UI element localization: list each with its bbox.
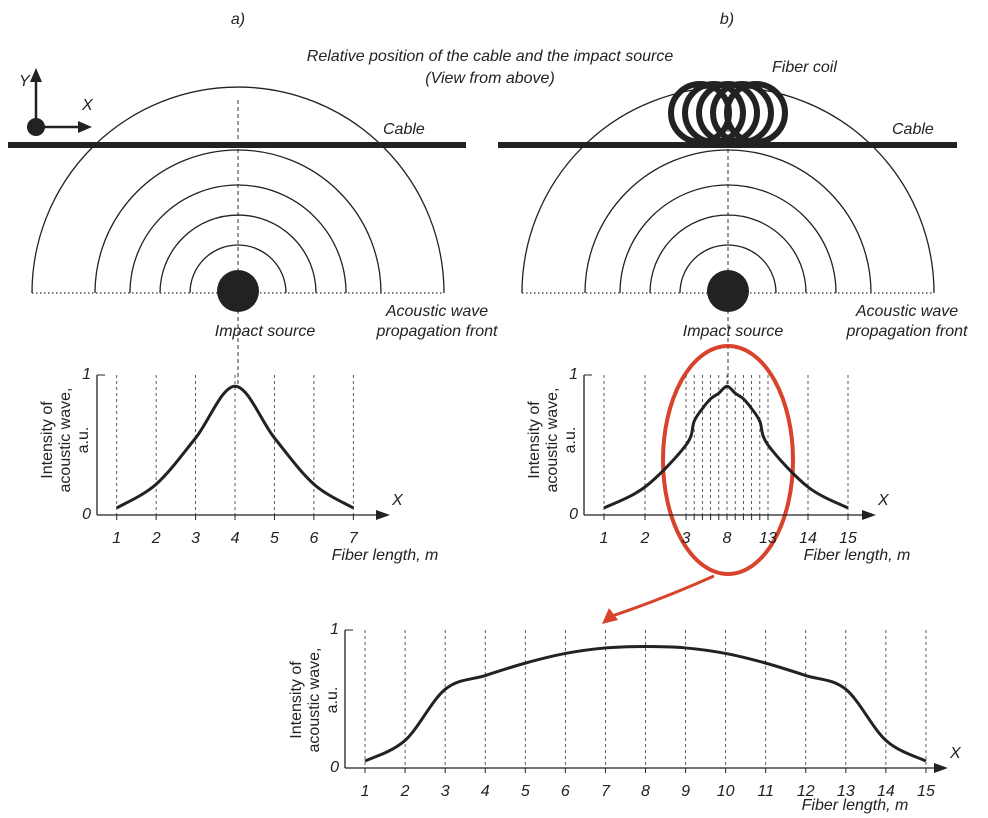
y-tick-label: 1 [82, 366, 91, 383]
curve [115, 384, 355, 510]
x-axis-label: Fiber length, m [802, 797, 909, 814]
front-label: Acoustic wave [855, 303, 958, 320]
x-tick-label: 3 [682, 530, 691, 547]
axis-name: X [877, 492, 890, 509]
source-label: Impact source [215, 323, 316, 340]
x-tick-label: 13 [837, 783, 855, 800]
x-tick-label: 1 [361, 783, 370, 800]
x-tick-label: 1 [600, 530, 609, 547]
subtitle: (View from above) [425, 70, 555, 87]
x-tick-label: 1 [112, 530, 121, 547]
x-tick-label: 13 [759, 530, 777, 547]
cable-label: Cable [892, 121, 934, 138]
x-tick-label: 3 [441, 783, 450, 800]
axis-name: X [391, 492, 404, 509]
y-axis-label: acoustic wave, [306, 648, 323, 753]
axis-icon-label: X [81, 97, 94, 114]
right-scheme [498, 81, 957, 624]
left-scheme [8, 68, 466, 385]
axis-name: X [949, 745, 962, 762]
x-tick-label: 3 [191, 530, 200, 547]
x-tick-label: 2 [640, 530, 650, 547]
y-tick-label: 1 [569, 366, 578, 383]
x-axis-arrow [862, 510, 876, 520]
y-tick-label: 1 [330, 621, 339, 638]
title: Relative position of the cable and the i… [307, 48, 674, 65]
y-tick-label: 0 [330, 759, 339, 776]
x-tick-label: 9 [681, 783, 690, 800]
y-axis-label: a.u. [562, 427, 579, 454]
x-tick-label: 14 [799, 530, 817, 547]
y-axis-label: a.u. [75, 427, 92, 454]
y-axis-label: Intensity of [526, 401, 543, 479]
panel-label: a) [231, 11, 245, 28]
x-tick-label: 6 [561, 783, 570, 800]
x-tick-label: 15 [917, 783, 935, 800]
y-axis-label: acoustic wave, [57, 388, 74, 493]
x-tick-label: 15 [839, 530, 857, 547]
axis-icon-label: Y [19, 73, 31, 90]
x-axis-arrow [376, 510, 390, 520]
x-tick-label: 8 [641, 783, 650, 800]
y-axis-label: Intensity of [39, 401, 56, 479]
x-tick-label: 12 [797, 783, 815, 800]
y-tick-label: 0 [569, 506, 578, 523]
front-label: propagation front [376, 323, 499, 340]
coil-label: Fiber coil [772, 59, 837, 76]
cable-label: Cable [383, 121, 425, 138]
x-tick-label: 2 [151, 530, 161, 547]
y-axis-label: acoustic wave, [544, 388, 561, 493]
front-label: propagation front [846, 323, 969, 340]
y-tick-label: 0 [82, 506, 91, 523]
x-tick-label: 4 [231, 530, 240, 547]
x-tick-label: 5 [521, 783, 530, 800]
x-tick-label: 6 [309, 530, 318, 547]
source-label: Impact source [683, 323, 784, 340]
x-tick-label: 14 [877, 783, 895, 800]
x-tick-label: 8 [723, 530, 732, 547]
x-tick-label: 7 [601, 783, 611, 800]
curve [603, 384, 849, 510]
x-tick-label: 2 [400, 783, 410, 800]
y-axis-label: Intensity of [288, 661, 305, 739]
x-axis-label: Fiber length, m [804, 547, 911, 564]
y-axis-label: a.u. [324, 687, 341, 714]
panel-label: b) [720, 11, 734, 28]
x-tick-label: 10 [717, 783, 735, 800]
x-tick-label: 11 [757, 783, 774, 800]
x-axis-arrow [934, 763, 948, 773]
x-tick-label: 4 [481, 783, 490, 800]
x-axis-label: Fiber length, m [332, 547, 439, 564]
x-tick-label: 7 [349, 530, 359, 547]
x-tick-label: 5 [270, 530, 279, 547]
front-label: Acoustic wave [385, 303, 488, 320]
curve [364, 645, 927, 763]
